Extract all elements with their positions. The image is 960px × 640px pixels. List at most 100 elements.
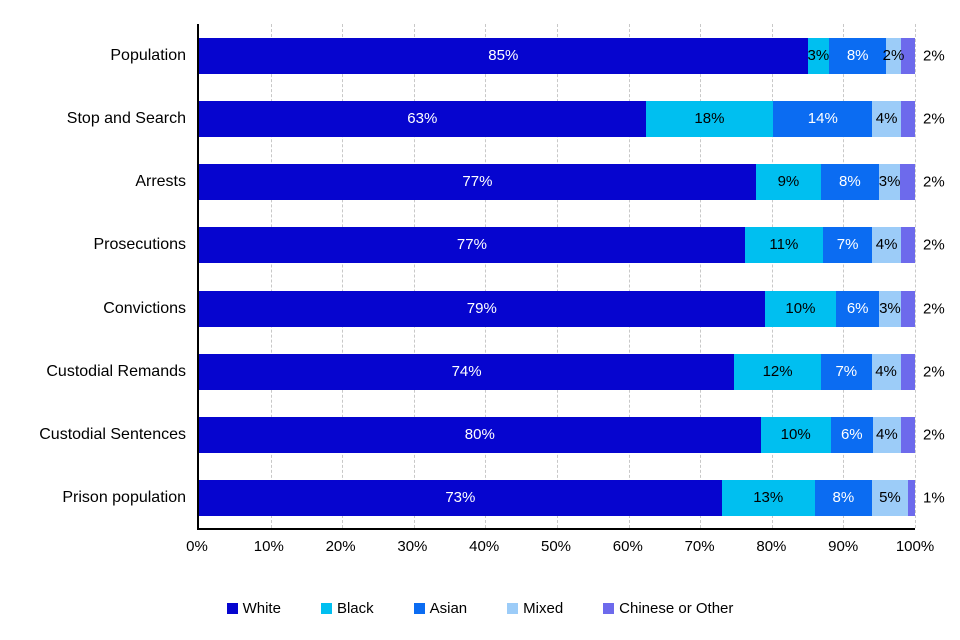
bar-segment-asian: 7% (820, 353, 872, 390)
bar-segment-asian: 8% (814, 480, 873, 517)
bar-row: 77% 11% 7% 4% 2% (199, 214, 945, 277)
gridline (413, 24, 415, 528)
bar-segment-chinese-or-other (900, 290, 915, 327)
bar-segment-black: 3% (807, 37, 830, 74)
segment-value-label: 3% (879, 299, 901, 317)
bar-segment-asian: 7% (822, 227, 873, 264)
bar-segment-asian: 14% (773, 100, 873, 137)
x-tick-label: 10% (253, 538, 284, 555)
bar-row: 85% 3% 8% 2% 2% (199, 24, 945, 87)
segment-value-label-outside: 2% (923, 110, 945, 128)
category-label: Population (110, 46, 186, 64)
bar-segment-chinese-or-other (907, 480, 915, 517)
x-tick-label: 30% (397, 538, 428, 555)
segment-value-label: 14% (807, 109, 838, 127)
legend-swatch-icon (226, 602, 238, 614)
segment-value-label: 4% (875, 236, 898, 254)
segment-value-label: 4% (875, 109, 898, 127)
bar-segment-chinese-or-other (900, 37, 915, 74)
segment-value-label-outside: 2% (923, 236, 945, 254)
plot-area: 85% 3% 8% 2% 2% 63% 18% 14% 4% 2% 77% 9% 8% 3% 2% 77% 11… (197, 24, 945, 530)
x-tick-label: 90% (828, 538, 859, 555)
segment-value-label-outside: 2% (923, 300, 945, 318)
bar-segment-black: 10% (764, 290, 837, 327)
bar-segment-asian: 6% (830, 417, 873, 454)
stacked-bar: 63% 18% 14% 4% 2% (199, 100, 945, 137)
category-label-slot: Convictions (0, 277, 186, 340)
bar-row: 79% 10% 6% 3% 2% (199, 277, 945, 340)
gridline (771, 24, 773, 528)
x-tick-label: 70% (684, 538, 715, 555)
bar-segment-chinese-or-other (900, 353, 915, 390)
segment-value-label: 12% (762, 362, 793, 380)
category-label-slot: Arrests (0, 151, 186, 214)
segment-value-label: 7% (836, 236, 859, 254)
segment-value-label-outside: 2% (923, 426, 945, 444)
legend-label: Black (336, 599, 374, 617)
bar-segment-white: 85% (199, 37, 808, 74)
bar-segment-asian: 8% (829, 37, 887, 74)
bar-segment-black: 13% (721, 480, 815, 517)
bar-segment-asian: 8% (820, 164, 879, 201)
x-tick-label: 60% (612, 538, 643, 555)
segment-value-label-outside: 2% (923, 173, 945, 191)
bar-segment-mixed: 4% (872, 100, 901, 137)
stacked-bar: 74% 12% 7% 4% 2% (199, 353, 945, 390)
bar-segment-white: 79% (199, 290, 765, 327)
segment-value-label: 2% (882, 46, 905, 64)
bar-segment-black: 10% (760, 417, 831, 454)
bar-segment-black: 11% (744, 227, 823, 264)
category-label-slot: Stop and Search (0, 87, 186, 150)
segment-value-label: 11% (769, 236, 799, 254)
legend-swatch-icon (413, 602, 425, 614)
segment-value-label: 10% (780, 426, 811, 444)
bar-segment-white: 77% (199, 164, 756, 201)
legend-label: White (242, 599, 281, 617)
category-label: Arrests (135, 173, 186, 191)
segment-value-label: 80% (464, 426, 495, 444)
segment-value-label: 5% (879, 489, 901, 507)
x-tick-label: 20% (325, 538, 356, 555)
legend-item-white: White (226, 599, 281, 617)
category-label: Prison population (62, 489, 186, 507)
segment-value-label: 8% (832, 489, 855, 507)
gridline (557, 24, 558, 528)
category-label-slot: Prison population (0, 467, 186, 530)
legend: White Black Asian Mixed Chinese or Other (0, 596, 960, 620)
stacked-bar: 77% 9% 8% 3% 2% (199, 164, 945, 201)
legend-item-asian: Asian (413, 600, 467, 617)
legend-swatch-icon (507, 602, 519, 614)
bar-segment-chinese-or-other (900, 227, 915, 264)
bar-segment-mixed: 3% (879, 290, 901, 327)
segment-value-label: 73% (445, 489, 476, 507)
bar-segment-white: 63% (199, 100, 646, 137)
legend-item-mixed: Mixed (507, 600, 563, 617)
category-label: Custodial Sentences (39, 426, 186, 444)
segment-value-label: 3% (807, 46, 830, 64)
bar-segment-mixed: 2% (883, 37, 904, 74)
bar-segment-mixed: 4% (872, 417, 901, 454)
segment-value-label: 74% (451, 362, 482, 380)
x-tick-label: 100% (895, 538, 935, 555)
x-axis-ticks: 0% 10% 20% 30% 40% 50% 60% 70% 80% 90% 100% (186, 538, 934, 558)
legend-label: Chinese or Other (619, 599, 734, 617)
bar-segment-mixed: 3% (878, 164, 901, 201)
segment-value-label: 77% (456, 236, 487, 254)
category-label-slot: Custodial Remands (0, 340, 186, 403)
segment-value-label: 8% (846, 46, 869, 64)
gridline (628, 24, 630, 528)
segment-value-label: 4% (875, 362, 897, 380)
segment-value-label-outside: 2% (923, 363, 945, 381)
bar-segment-white: 74% (199, 353, 735, 390)
category-label: Prosecutions (93, 236, 187, 254)
segment-value-label-outside: 2% (923, 47, 945, 65)
segment-value-label: 9% (777, 173, 800, 191)
segment-value-label: 3% (878, 173, 901, 191)
x-tick-label: 80% (756, 538, 787, 555)
segment-value-label: 63% (407, 109, 438, 127)
x-tick-label: 40% (469, 538, 500, 555)
segment-value-label: 4% (876, 426, 898, 444)
category-label-slot: Prosecutions (0, 214, 187, 277)
bar-segment-white: 77% (199, 227, 745, 264)
legend-item-black: Black (320, 599, 374, 617)
